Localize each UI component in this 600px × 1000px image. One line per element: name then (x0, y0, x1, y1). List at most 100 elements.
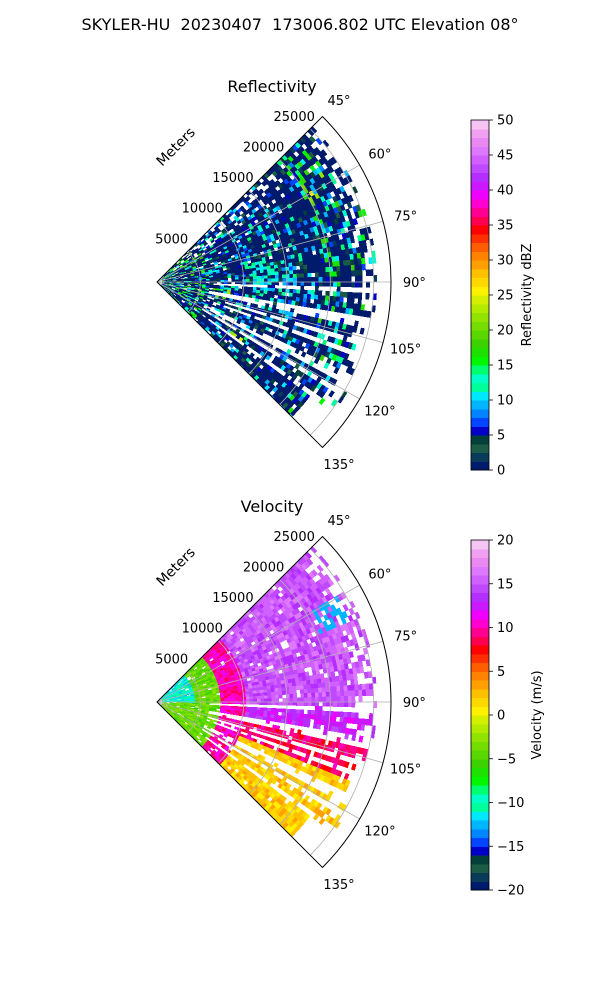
velocity-cell (317, 571, 325, 579)
velocity-cell (245, 696, 250, 700)
reflectivity-cell (279, 399, 287, 407)
velocity-cell (311, 692, 316, 698)
velocity-cell (318, 768, 324, 776)
reflectivity-cell (199, 249, 204, 253)
reflectivity-cell (303, 374, 311, 382)
reflectivity-cell (267, 268, 272, 273)
reflectivity-cell (306, 160, 313, 168)
reflectivity-cell (223, 287, 228, 290)
velocity-cell (307, 697, 312, 702)
velocity-cell (292, 685, 297, 691)
velocity-cell (223, 705, 228, 708)
reflectivity-cell (299, 211, 305, 218)
reflectivity-cell (270, 291, 275, 296)
reflectivity-cell (227, 304, 232, 308)
reflectivity-cell (179, 296, 184, 300)
reflectivity-cell (248, 294, 253, 298)
velocity-cell (292, 689, 297, 695)
reflectivity-cell (233, 292, 239, 296)
velocity-cell (335, 659, 341, 667)
velocity-cell (355, 746, 362, 754)
reflectivity-cell (213, 280, 217, 282)
reflectivity-cell (300, 165, 307, 172)
reflectivity-cell (320, 318, 326, 325)
velocity-cell (181, 688, 186, 691)
reflectivity-cell (314, 192, 321, 200)
reflectivity-cell (265, 303, 270, 308)
reflectivity-cell (189, 301, 194, 305)
velocity-cell (175, 708, 180, 711)
reflectivity-cell (339, 260, 344, 267)
reflectivity-cell (222, 306, 227, 311)
velocity-cell (267, 688, 272, 693)
reflectivity-cell (195, 255, 200, 260)
velocity-cell (185, 713, 189, 717)
reflectivity-cell (309, 126, 318, 134)
velocity-cell (237, 737, 242, 742)
velocity-cell (199, 663, 204, 668)
reflectivity-cell (210, 239, 215, 244)
velocity-cell (241, 694, 246, 698)
velocity-cell (214, 674, 220, 678)
reflectivity-cell (258, 188, 265, 195)
reflectivity-cell (243, 329, 249, 335)
velocity-cell (263, 686, 268, 690)
reflectivity-cell (171, 288, 176, 291)
reflectivity-cell (231, 285, 236, 289)
reflectivity-cell (278, 249, 283, 255)
velocity-cell (165, 700, 170, 702)
reflectivity-cell (255, 196, 261, 202)
reflectivity-cell (165, 285, 169, 288)
reflectivity-cell (333, 349, 340, 357)
reflectivity-cell (179, 301, 184, 305)
reflectivity-cell (216, 234, 221, 240)
velocity-cell (300, 563, 308, 571)
reflectivity-cell (255, 292, 261, 297)
reflectivity-cell (215, 256, 220, 260)
velocity-cell (298, 676, 303, 682)
reflectivity-cell (318, 397, 326, 405)
velocity-cell (225, 631, 230, 637)
reflectivity-cell (299, 152, 307, 160)
reflectivity-cell (161, 278, 166, 281)
velocity-cell (171, 693, 176, 696)
reflectivity-cell (192, 251, 197, 255)
reflectivity-cell (215, 269, 220, 272)
velocity-cell (249, 753, 255, 759)
reflectivity-cell (320, 238, 326, 245)
reflectivity-cell (273, 261, 278, 266)
reflectivity-cell (274, 281, 279, 286)
reflectivity-cell (162, 282, 166, 284)
velocity-cell (187, 698, 192, 700)
reflectivity-cell (168, 268, 172, 272)
reflectivity-cell (184, 259, 189, 263)
reflectivity-cell (206, 297, 211, 301)
velocity-cell (184, 673, 189, 677)
velocity-cell (238, 648, 244, 654)
reflectivity-cell (296, 269, 301, 275)
velocity-cell (298, 565, 306, 573)
velocity-cell (171, 707, 176, 710)
reflectivity-cell (237, 267, 242, 271)
reflectivity-cell (233, 243, 239, 248)
velocity-cell (175, 694, 180, 697)
reflectivity-cell (330, 399, 338, 407)
velocity-cell (294, 601, 301, 609)
velocity-cell (223, 667, 229, 672)
reflectivity-cell (316, 253, 321, 260)
reflectivity-cell (304, 147, 312, 155)
reflectivity-cell (169, 282, 174, 284)
velocity-cell (287, 719, 293, 725)
reflectivity-cell (206, 263, 211, 267)
reflectivity-cell (197, 314, 202, 319)
reflectivity-cell (180, 277, 184, 279)
velocity-cell (179, 705, 184, 708)
velocity-cell (202, 704, 206, 707)
reflectivity-cell (304, 381, 311, 388)
reflectivity-cell (298, 301, 303, 307)
reflectivity-cell (244, 224, 250, 230)
velocity-cell (183, 700, 188, 702)
reflectivity-cell (211, 318, 217, 323)
velocity-field (160, 546, 378, 841)
velocity-cell (189, 721, 194, 725)
